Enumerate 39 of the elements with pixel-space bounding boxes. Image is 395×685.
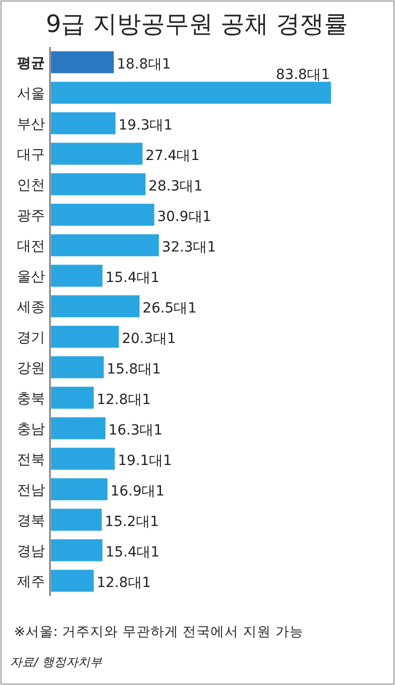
y-tick-label: 부산	[17, 116, 45, 132]
data-label: 16.9대1	[110, 483, 165, 500]
data-label: 83.8대1	[276, 66, 330, 83]
text: ※서울: 거주지와 무관하게 전국에서 지원 가능	[14, 624, 304, 640]
y-tick-label: 광주	[17, 208, 45, 224]
y-tick-label: 대전	[17, 238, 45, 254]
data-label: 16.3대1	[108, 422, 163, 438]
y-tick-label: 평균	[17, 55, 45, 72]
data-label: 26.5대1	[142, 300, 197, 316]
data-label: 28.3대1	[148, 178, 203, 194]
data-label: 19.3대1	[118, 117, 173, 134]
y-tick-label: 세종	[17, 299, 45, 316]
chart-title: 9급 지방공무원 공채 경쟁률	[46, 10, 348, 38]
y-tick-label: 전북	[17, 452, 45, 468]
y-tick-label: 경남	[17, 543, 45, 560]
data-label: 20.3대1	[122, 330, 176, 347]
y-tick-label: 서울	[17, 86, 45, 102]
data-label: 15.4대1	[105, 270, 160, 286]
data-label: 30.9대1	[157, 208, 212, 225]
y-tick-label: 충남	[17, 421, 45, 438]
y-tick-label: 강원	[17, 360, 45, 376]
data-label: 27.4대1	[146, 148, 200, 164]
y-tick-label: 전남	[17, 482, 45, 498]
y-tick-label: 제주	[17, 574, 45, 590]
text: 자료/ 행정자치부	[10, 655, 103, 669]
y-tick-label: 인천	[17, 177, 45, 194]
y-tick-label: 경북	[17, 512, 45, 529]
y-tick-label: 경기	[17, 330, 45, 346]
data-label: 18.8대1	[116, 56, 171, 72]
y-tick-label: 대구	[17, 146, 45, 163]
data-label: 12.8대1	[96, 574, 151, 591]
data-label: 15.8대1	[106, 361, 161, 378]
data-label: 15.2대1	[104, 514, 159, 530]
y-tick-label: 충북	[17, 390, 45, 407]
data-label: 19.1대1	[118, 452, 172, 469]
data-label: 12.8대1	[96, 392, 151, 408]
y-tick-label: 울산	[17, 268, 45, 285]
data-label: 15.4대1	[105, 544, 160, 560]
data-label: 32.3대1	[162, 239, 216, 256]
